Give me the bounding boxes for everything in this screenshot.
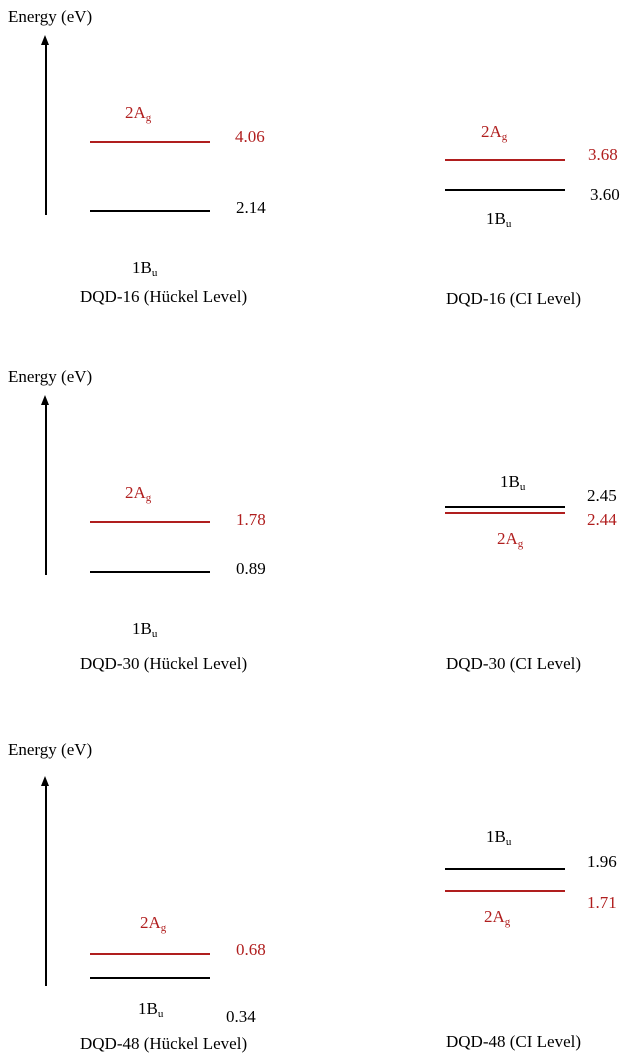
huckel-bu-value-1: 2.14 bbox=[236, 198, 266, 217]
huckel-title-2: DQD-30 (Hückel Level) bbox=[80, 654, 248, 673]
ci-bu-value-2: 2.45 bbox=[587, 486, 617, 505]
ci-title-1: DQD-16 (CI Level) bbox=[446, 289, 582, 308]
ci-ag-value-3: 1.71 bbox=[587, 893, 617, 912]
ci-ag-state-1: 2Ag bbox=[481, 122, 508, 143]
huckel-ag-value-3: 0.68 bbox=[236, 940, 266, 959]
ci-bu-level-3 bbox=[445, 868, 565, 870]
huckel-bu-state-1: 1Bu bbox=[132, 258, 158, 279]
ci-bu-level-2 bbox=[445, 506, 565, 508]
huckel-title-1: DQD-16 (Hückel Level) bbox=[80, 287, 248, 306]
huckel-ag-level-2 bbox=[90, 521, 210, 523]
ci-ag-value-1: 3.68 bbox=[588, 145, 618, 164]
huckel-ag-state-3: 2Ag bbox=[140, 913, 167, 934]
ci-bu-state-1: 1Bu bbox=[486, 209, 512, 230]
huckel-ag-state-2: 2Ag bbox=[125, 483, 152, 504]
ci-bu-level-1 bbox=[445, 189, 565, 191]
huckel-bu-value-3: 0.34 bbox=[226, 1007, 256, 1026]
ci-bu-value-3: 1.96 bbox=[587, 852, 617, 871]
ci-bu-state-3: 1Bu bbox=[486, 827, 512, 848]
axis-label-3: Energy (eV) bbox=[8, 740, 93, 759]
huckel-ag-level-3 bbox=[90, 953, 210, 955]
axis-label-1: Energy (eV) bbox=[8, 7, 93, 26]
huckel-bu-level-2 bbox=[90, 571, 210, 573]
huckel-bu-value-2: 0.89 bbox=[236, 559, 266, 578]
ci-ag-level-2 bbox=[445, 512, 565, 514]
axis-label-2: Energy (eV) bbox=[8, 367, 93, 386]
ci-bu-value-1: 3.60 bbox=[590, 185, 620, 204]
huckel-ag-level-1 bbox=[90, 141, 210, 143]
huckel-ag-value-2: 1.78 bbox=[236, 510, 266, 529]
ci-bu-state-2: 1Bu bbox=[500, 472, 526, 493]
huckel-bu-state-2: 1Bu bbox=[132, 619, 158, 640]
huckel-ag-value-1: 4.06 bbox=[235, 127, 265, 146]
huckel-title-3: DQD-48 (Hückel Level) bbox=[80, 1034, 248, 1053]
ci-title-3: DQD-48 (CI Level) bbox=[446, 1032, 582, 1051]
energy-axis-arrow-3 bbox=[42, 776, 48, 986]
ci-ag-level-3 bbox=[445, 890, 565, 892]
huckel-bu-level-1 bbox=[90, 210, 210, 212]
energy-axis-arrow-2 bbox=[42, 395, 48, 575]
ci-ag-state-2: 2Ag bbox=[497, 529, 524, 550]
ci-title-2: DQD-30 (CI Level) bbox=[446, 654, 582, 673]
ci-ag-state-3: 2Ag bbox=[484, 907, 511, 928]
energy-axis-arrow-1 bbox=[42, 35, 48, 215]
huckel-ag-state-1: 2Ag bbox=[125, 103, 152, 124]
ci-ag-value-2: 2.44 bbox=[587, 510, 617, 529]
ci-ag-level-1 bbox=[445, 159, 565, 161]
huckel-bu-level-3 bbox=[90, 977, 210, 979]
huckel-bu-state-3: 1Bu bbox=[138, 999, 164, 1020]
